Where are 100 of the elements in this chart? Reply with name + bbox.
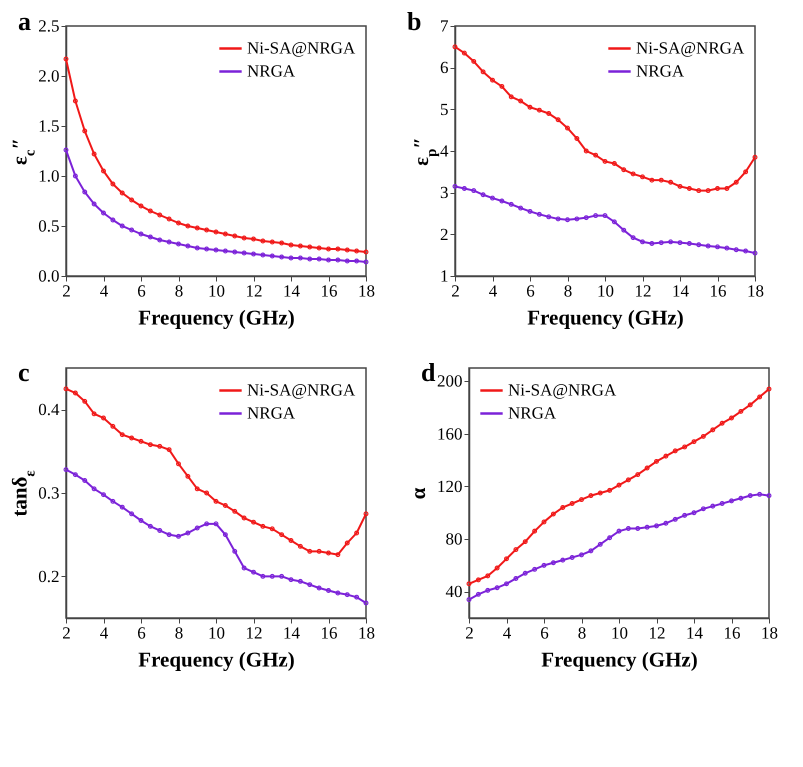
point <box>579 497 584 502</box>
point <box>120 224 125 228</box>
point <box>344 248 350 252</box>
point <box>335 246 340 252</box>
x-tick-label: 8 <box>174 282 184 300</box>
point <box>630 171 636 176</box>
point <box>528 104 532 110</box>
x-tick-label: 16 <box>320 624 338 642</box>
point <box>710 504 716 509</box>
point <box>724 186 730 191</box>
point <box>335 552 340 558</box>
chart-title: d <box>421 358 436 387</box>
point <box>242 236 247 240</box>
point <box>644 524 650 530</box>
point <box>270 240 275 244</box>
point <box>692 439 696 444</box>
point <box>148 234 153 240</box>
point <box>194 226 200 230</box>
point <box>700 506 706 512</box>
point <box>101 416 106 420</box>
point <box>194 246 200 250</box>
point <box>298 544 303 549</box>
point <box>344 258 350 264</box>
point <box>316 246 322 250</box>
y-tick-label: 5 <box>440 100 448 119</box>
point <box>560 505 566 510</box>
point <box>222 532 228 538</box>
point <box>550 512 556 517</box>
x-tick-label: 16 <box>320 282 338 300</box>
legend-label: Ni-SA@NRGA <box>636 38 745 58</box>
point <box>298 244 303 248</box>
point <box>222 248 228 254</box>
x-tick-label: 12 <box>648 624 666 642</box>
point <box>194 526 200 530</box>
point <box>204 228 210 232</box>
point <box>298 256 303 260</box>
x-tick-label: 8 <box>578 624 586 642</box>
point <box>326 246 331 252</box>
point <box>724 246 730 251</box>
point <box>490 196 495 201</box>
point <box>148 524 153 529</box>
point <box>204 521 210 526</box>
point <box>720 420 725 426</box>
point <box>138 204 144 208</box>
point <box>72 472 78 478</box>
point <box>635 472 640 478</box>
point <box>176 534 181 539</box>
point <box>678 184 682 189</box>
point <box>612 161 617 166</box>
y-tick-label: 40 <box>446 582 462 602</box>
point <box>471 58 476 64</box>
point <box>260 252 266 258</box>
point <box>757 394 762 400</box>
point <box>682 512 688 518</box>
point <box>550 560 556 566</box>
point <box>748 402 753 408</box>
point <box>72 174 78 178</box>
point <box>546 214 552 220</box>
point <box>101 210 106 216</box>
point <box>279 240 284 246</box>
x-tick-label: 18 <box>358 624 375 642</box>
x-tick-label: 6 <box>540 624 549 642</box>
point <box>686 186 692 191</box>
y-tick-label: 0.4 <box>38 400 60 420</box>
point <box>706 244 711 248</box>
x-tick-label: 12 <box>246 282 262 300</box>
point <box>129 511 134 516</box>
point <box>528 208 532 214</box>
point <box>260 238 266 244</box>
point <box>92 411 97 416</box>
y-tick-label: 3 <box>440 183 448 202</box>
point <box>570 555 575 560</box>
point <box>565 217 570 222</box>
y-tick-label: 120 <box>437 476 462 496</box>
point <box>640 239 645 244</box>
point <box>157 528 162 533</box>
point <box>288 577 294 582</box>
point <box>279 532 284 538</box>
x-tick-label: 6 <box>137 624 146 642</box>
point <box>242 566 247 570</box>
point <box>176 220 181 226</box>
point <box>734 247 739 252</box>
chart-title: c <box>18 358 30 387</box>
legend-label: Ni-SA@NRGA <box>508 380 617 400</box>
point <box>640 174 645 180</box>
point <box>82 190 88 194</box>
point <box>72 390 78 396</box>
chart-title: b <box>407 7 422 36</box>
point <box>204 246 210 252</box>
point <box>743 248 748 254</box>
point <box>480 192 486 198</box>
point <box>232 234 238 238</box>
point <box>644 466 650 470</box>
point <box>532 566 538 572</box>
point <box>222 503 228 508</box>
point <box>626 526 631 531</box>
x-tick-label: 16 <box>710 282 726 300</box>
x-tick-label: 14 <box>283 282 300 300</box>
point <box>584 148 589 154</box>
y-axis-title: α <box>406 487 430 500</box>
